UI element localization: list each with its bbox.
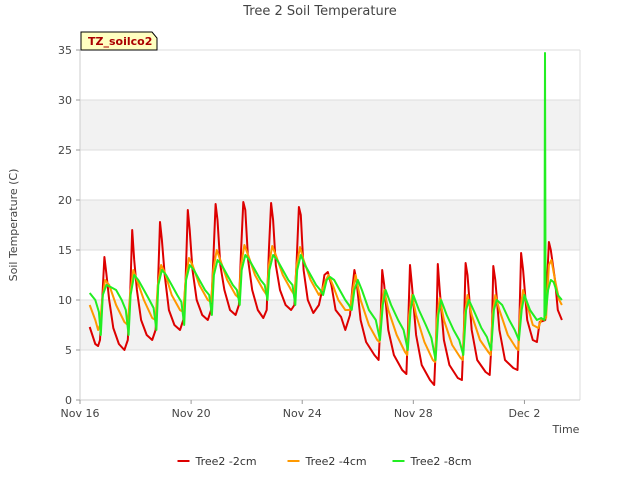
x-tick-label-4: Dec 2 bbox=[509, 407, 541, 420]
legend-label-tree2-8cm: Tree2 -8cm bbox=[410, 455, 472, 468]
y-tick-label-15: 15 bbox=[58, 244, 72, 257]
x-axis-label: Time bbox=[552, 423, 580, 436]
y-tick-label-20: 20 bbox=[58, 194, 72, 207]
legend: Tree2 -2cm Tree2 -4cm Tree2 -8cm bbox=[177, 455, 472, 468]
y-axis-label: Soil Temperature (C) bbox=[7, 169, 20, 282]
series-line-tree2-8cm bbox=[88, 52, 563, 361]
x-tick-label-0: Nov 16 bbox=[61, 407, 100, 420]
site-label-background bbox=[80, 31, 158, 51]
shaded-band-2 bbox=[80, 100, 580, 150]
x-tick-label-1: Nov 20 bbox=[172, 407, 211, 420]
y-tick-label-0: 0 bbox=[65, 394, 72, 407]
legend-label-tree2-4cm: Tree2 -4cm bbox=[305, 455, 367, 468]
site-label-box: TZ_soilco2 bbox=[80, 31, 158, 51]
y-tick-label-5: 5 bbox=[65, 344, 72, 357]
site-label-text: TZ_soilco2 bbox=[88, 35, 152, 48]
shaded-band-1 bbox=[80, 200, 580, 250]
chart-title: Tree 2 Soil Temperature bbox=[242, 4, 397, 19]
y-tick-label-35: 35 bbox=[58, 44, 72, 57]
y-tick-label-10: 10 bbox=[58, 294, 72, 307]
x-tick-label-3: Nov 28 bbox=[394, 407, 433, 420]
x-tick-label-2: Nov 24 bbox=[283, 407, 322, 420]
y-tick-label-30: 30 bbox=[58, 94, 72, 107]
y-tick-label-25: 25 bbox=[58, 144, 72, 157]
series-line-tree2-2cm bbox=[88, 201, 563, 386]
plot-area: 0 5 10 15 20 25 30 35 Nov 16 Nov 20 Nov 24 Nov 28 De… bbox=[58, 44, 581, 420]
legend-label-tree2-2cm: Tree2 -2cm bbox=[195, 455, 257, 468]
